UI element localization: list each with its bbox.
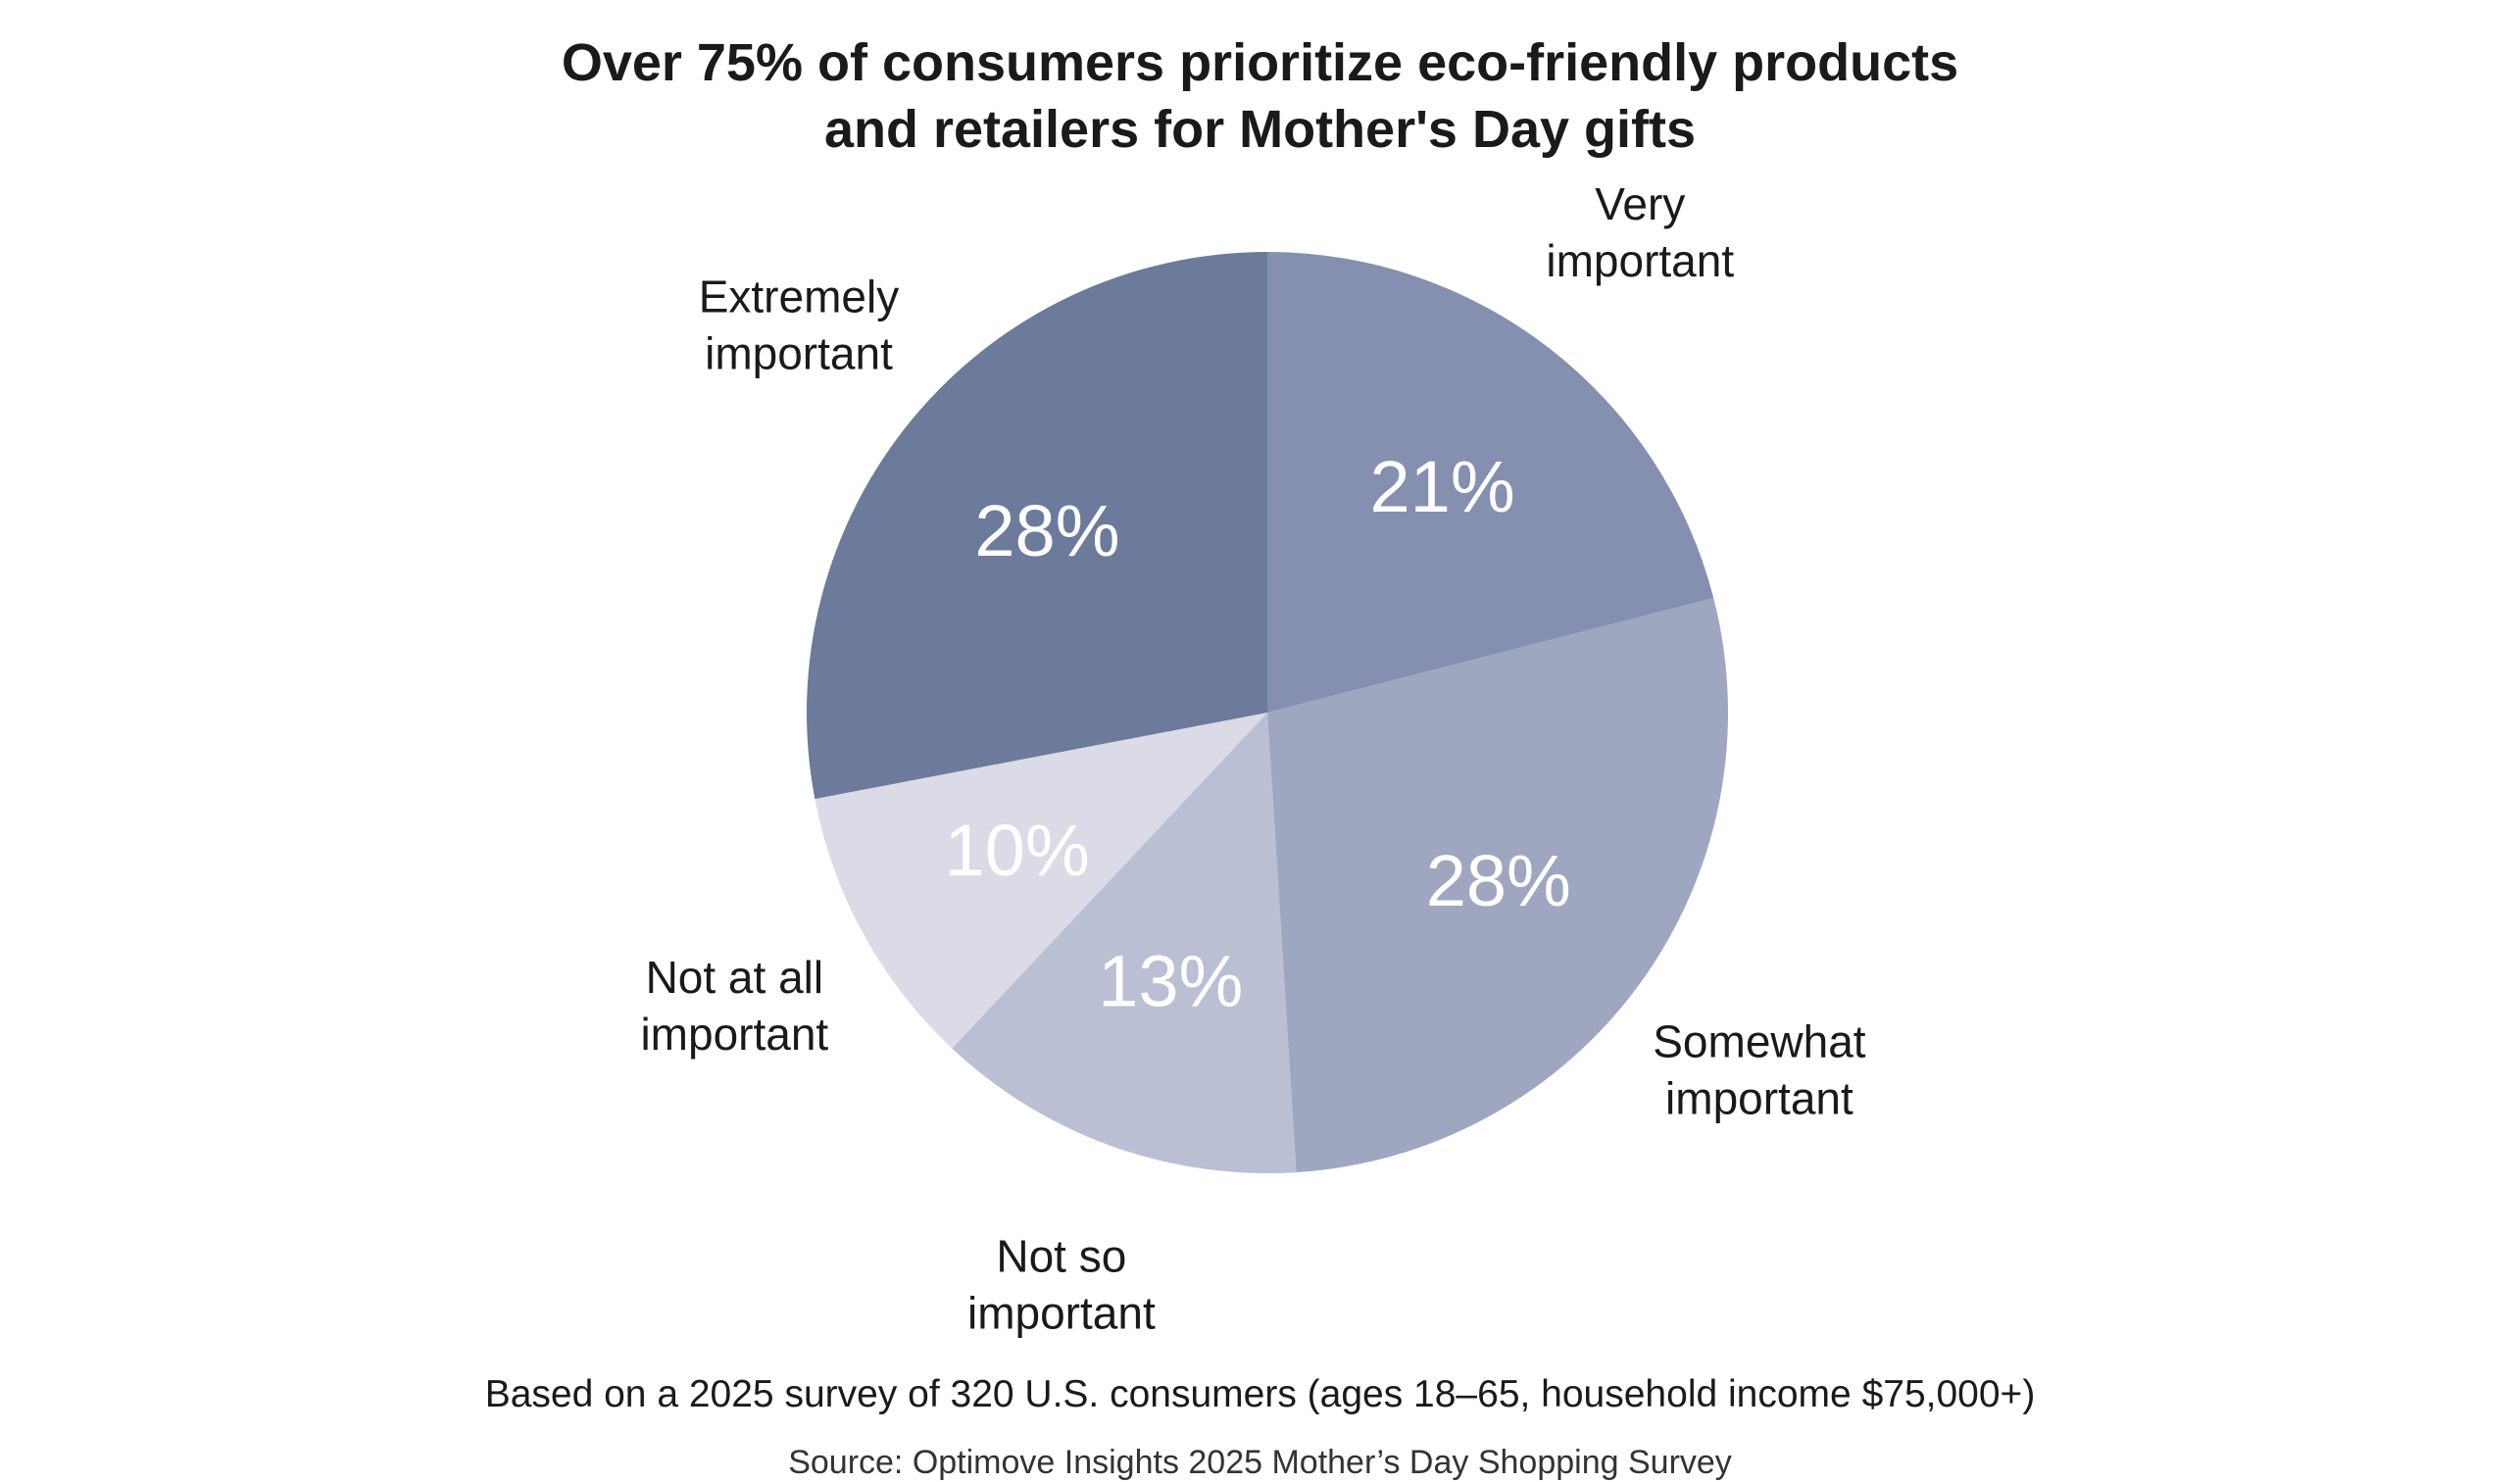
value-label-very-important: 21% — [1370, 446, 1515, 527]
pie-slice-not-so-important — [952, 713, 1297, 1173]
category-label-very-important: Very important — [1546, 178, 1734, 286]
category-label-not-so-important: Not so important — [967, 1231, 1156, 1339]
survey-note: Based on a 2025 survey of 320 U.S. consu… — [484, 1373, 2036, 1415]
category-label-extremely-important: Extremely important — [699, 272, 899, 379]
chart-title-line-2: and retailers for Mother's Day gifts — [823, 100, 1697, 159]
pie-slice-extremely-important — [807, 252, 1267, 800]
pie-slice-very-important — [1267, 252, 1714, 713]
chart-title: Over 75% of consumers prioritize eco-fri… — [0, 29, 2520, 163]
value-label-not-so-important: 13% — [1098, 941, 1243, 1022]
pie-slice-somewhat-important — [1267, 598, 1729, 1173]
value-label-extremely-important: 28% — [974, 490, 1119, 571]
source-note: Source: Optimove Insights 2025 Mother’s … — [788, 1444, 1732, 1481]
value-label-not-at-all-important: 10% — [945, 810, 1090, 891]
value-label-somewhat-important: 28% — [1426, 840, 1571, 921]
chart-title-line-1: Over 75% of consumers prioritize eco-fri… — [561, 33, 1959, 92]
category-label-somewhat-important: Somewhat important — [1653, 1016, 1866, 1124]
category-label-not-at-all-important: Not at all important — [640, 952, 828, 1060]
pie-slice-not-at-all-important — [815, 713, 1267, 1049]
